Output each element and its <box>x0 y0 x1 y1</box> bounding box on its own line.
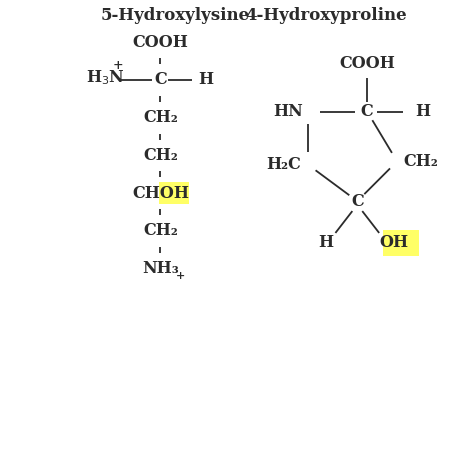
Text: C: C <box>351 193 364 210</box>
Text: HN: HN <box>273 103 302 120</box>
Text: OH: OH <box>380 234 409 251</box>
Text: H: H <box>318 234 333 251</box>
Text: H$_3$N: H$_3$N <box>86 69 125 87</box>
Text: CH₂: CH₂ <box>143 222 178 239</box>
Text: C: C <box>154 71 167 88</box>
Text: 4-Hydroxyproline: 4-Hydroxyproline <box>245 7 407 24</box>
Text: CH₂: CH₂ <box>143 147 178 164</box>
Text: 5-Hydroxylysine: 5-Hydroxylysine <box>101 7 250 24</box>
Text: H: H <box>198 71 213 88</box>
Text: COOH: COOH <box>339 56 395 72</box>
Text: H: H <box>415 103 430 120</box>
Text: COOH: COOH <box>133 34 188 51</box>
Text: H₂C: H₂C <box>267 156 301 173</box>
Text: CH₂: CH₂ <box>403 153 438 170</box>
Text: +: + <box>176 270 185 281</box>
Text: NH₃: NH₃ <box>142 260 179 277</box>
Text: CHOH: CHOH <box>132 185 189 202</box>
FancyBboxPatch shape <box>159 182 189 204</box>
FancyBboxPatch shape <box>383 230 419 256</box>
Text: +: + <box>112 59 123 72</box>
Text: C: C <box>361 103 374 120</box>
Text: CH₂: CH₂ <box>143 109 178 126</box>
